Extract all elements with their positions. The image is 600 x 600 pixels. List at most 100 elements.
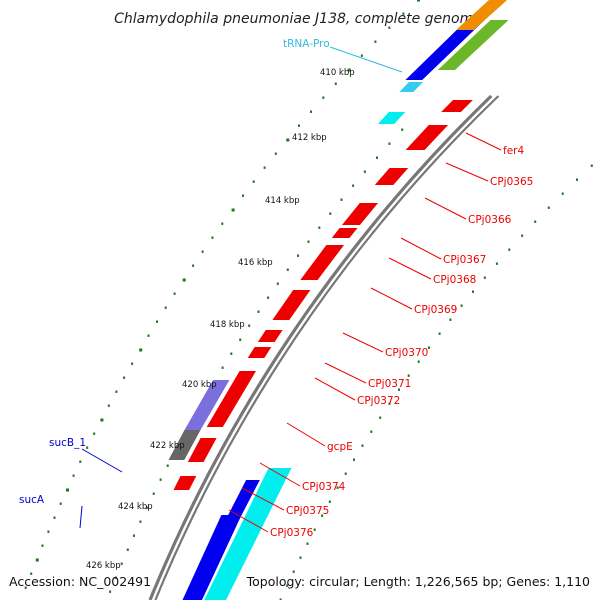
leader-line [329,46,403,73]
leader-line [424,197,467,220]
outer-tick-dots [192,264,195,267]
outer-tick-dots [347,68,351,72]
gene-label: tRNA-Pro [283,38,330,50]
gene-label: CPj0370 [385,347,428,359]
inner-tick-dots [460,304,463,307]
label-layer: fer4 CPj0365 CPj0366 CPj0367 CPj0368 CPj0369 C… [19,38,533,539]
scale-label: 422 kbp [150,441,185,451]
inner-tick-dots [483,276,486,279]
inner-tick-dots [286,584,289,587]
outer-tick-dots [123,376,126,379]
inner-tick-dots [353,458,355,461]
backbone-outer-line [148,94,493,600]
inner-tick-dots [472,290,474,293]
outer-tick-dots [115,390,118,393]
scale-label: 414 kbp [265,196,300,206]
outer-tick-dots [66,488,69,492]
mid-tick-dots [114,576,117,579]
outer-tick-dots [86,446,89,449]
mid-tick-dots [267,296,270,299]
inner-tick-dots [379,416,382,419]
inner-tick-dots [306,542,309,545]
outer-tick-dots [201,250,204,253]
inner-tick-dots [313,528,316,531]
outer-tick-dots [298,124,300,127]
cpj0366-gene [374,168,409,185]
inner-tick-dots [576,178,578,181]
inner-tick-dots [292,570,295,573]
top-orange-gene [456,0,508,30]
outer-tick-dots [30,572,33,575]
mid-tick-dots [126,548,129,551]
outer-tick-dots [79,460,82,463]
outer-tick-dots [47,530,50,533]
outer-tick-dots [59,502,62,505]
backbone-layer [148,94,500,600]
leader-line [241,487,285,511]
scale-label: 410 kbp [320,68,355,78]
fer4-cyan-mark [377,112,406,124]
gene-label: CPj0366 [468,214,512,226]
inner-tick-dots [508,248,511,251]
feature-layer [168,0,509,600]
cpj0367-gene [342,203,378,225]
accession-text: Accession: NC_002491 [9,574,151,589]
leader-lines-layer [79,46,502,533]
outer-tick-dots [164,306,167,309]
inner-tick-dots [590,164,593,167]
outer-tick-dots [24,586,27,589]
outer-tick-dots [72,474,75,477]
trna-pro-feature [399,82,423,92]
gene-label: gcpE [327,441,353,453]
outer-tick-dots [322,96,325,99]
leader-line [286,422,326,447]
outer-tick-dots [139,348,143,352]
outer-tick-dots [402,12,405,15]
outer-tick-dots [374,40,377,43]
mid-tick-dots [133,534,135,537]
cpj0372-gene [247,347,272,358]
leader-line [400,237,442,260]
topology-text: Topology: circular; Length: 1,226,565 bp… [246,574,590,589]
mid-tick-dots [388,142,391,145]
sucb-cyan-block [204,468,292,600]
scale-label: 426 kbp [86,561,121,571]
inner-tick-dots [299,556,302,559]
gene-label: sucA [19,494,45,506]
inner-tick-dots [398,388,400,391]
inner-tick-dots [495,262,498,265]
mid-tick-dots [139,520,142,523]
outer-tick-dots [360,54,363,57]
inner-tick-dots [534,220,537,223]
top-green-gene [437,20,509,70]
gene-label: CPj0372 [357,395,400,407]
outer-tick-dots [231,208,235,212]
cpj0375-gene [173,476,197,490]
cpj0365-gene [405,125,449,150]
inner-tick-dots [388,402,391,405]
outer-tick-dots [93,432,96,435]
inner-tick-dots [336,486,339,489]
inner-tick-dots [361,444,364,447]
mid-tick-dots [297,254,299,257]
cpj0369-gene [300,245,344,280]
suca-gene [182,515,242,600]
fer4-gene [441,100,473,112]
mid-tick-dots [230,352,233,355]
top-blue-gene [405,20,485,80]
outer-tick-dots [388,26,391,29]
inner-tick-dots [321,514,324,517]
inner-tick-dots [344,472,347,475]
outer-tick-dots [334,82,337,85]
mid-tick-dots [340,198,343,201]
mid-tick-dots [352,184,355,187]
leader-line [342,332,384,353]
inner-tick-dots [438,332,441,335]
outer-tick-dots [417,0,420,2]
mid-tick-dots [363,170,366,173]
scale-label: 418 kbp [210,320,245,330]
mid-tick-dots [109,590,112,593]
leader-line [79,505,83,529]
cpj0368-gene [331,228,358,238]
